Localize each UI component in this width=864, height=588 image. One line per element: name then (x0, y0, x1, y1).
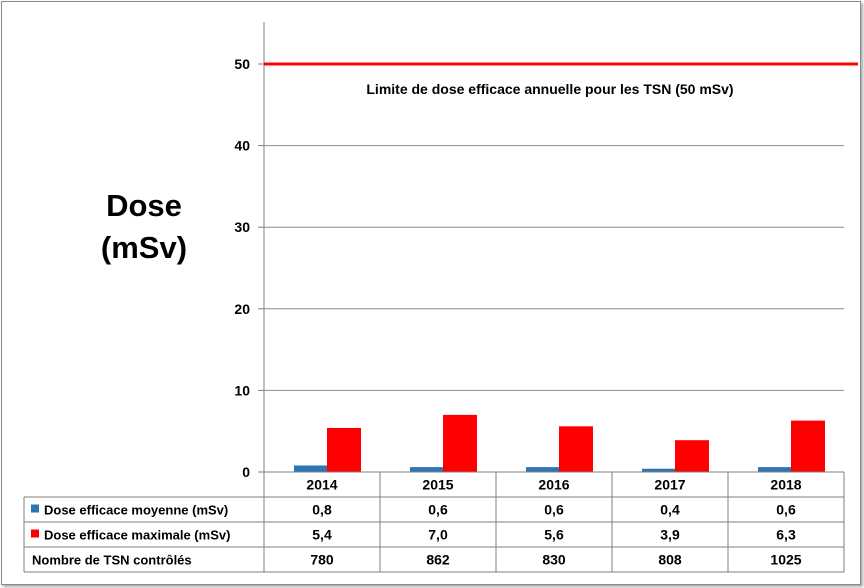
table-cell-value: 830 (542, 552, 566, 568)
legend-key (31, 504, 39, 513)
category-label: 2018 (770, 477, 801, 493)
table-cell-value: 0,6 (776, 502, 796, 518)
table-cell-value: 6,3 (776, 527, 796, 543)
bar-dose-moyenne (758, 467, 792, 472)
bar-dose-moyenne (642, 468, 676, 472)
bar-dose-moyenne (410, 467, 444, 472)
table-cell-value: 5,6 (544, 527, 564, 543)
y-axis-title-line2: (mSv) (100, 230, 188, 265)
y-tick-label: 30 (234, 219, 250, 235)
y-tick-label: 0 (242, 464, 250, 480)
table-cell-value: 3,9 (660, 527, 680, 543)
y-tick-label: 20 (234, 301, 250, 317)
table-row-header: Nombre de TSN contrôlés (32, 553, 192, 568)
table-row-header: Dose efficace maximale (mSv) (44, 528, 230, 543)
y-tick-label: 50 (234, 56, 250, 72)
bar-dose-maximale (559, 426, 593, 472)
table-cell-value: 808 (658, 552, 682, 568)
table-row-header: Dose efficace moyenne (mSv) (44, 503, 228, 518)
y-tick-label: 10 (234, 382, 250, 398)
table-cell-value: 0,8 (312, 502, 332, 518)
y-tick-label: 40 (234, 138, 250, 154)
bar-dose-maximale (443, 414, 477, 472)
bar-dose-maximale (327, 427, 361, 472)
bar-dose-moyenne (526, 467, 560, 472)
category-label: 2016 (538, 477, 569, 493)
category-label: 2014 (306, 477, 337, 493)
limit-line-label: Limite de dose efficace annuelle pour le… (366, 81, 733, 97)
category-label: 2017 (654, 477, 685, 493)
table-cell-value: 5,4 (312, 527, 332, 543)
bar-dose-maximale (791, 420, 825, 472)
table-cell-value: 0,6 (428, 502, 448, 518)
table-cell-value: 780 (310, 552, 334, 568)
category-label: 2015 (422, 477, 453, 493)
table-cell-value: 0,4 (660, 502, 680, 518)
bar-dose-moyenne (294, 465, 328, 472)
y-axis-title-line1: Dose (106, 188, 182, 223)
table-cell-value: 862 (426, 552, 450, 568)
table-cell-value: 1025 (770, 552, 801, 568)
bar-dose-maximale (675, 440, 709, 472)
table-cell-value: 0,6 (544, 502, 564, 518)
legend-key (31, 529, 39, 538)
table-cell-value: 7,0 (428, 527, 448, 543)
